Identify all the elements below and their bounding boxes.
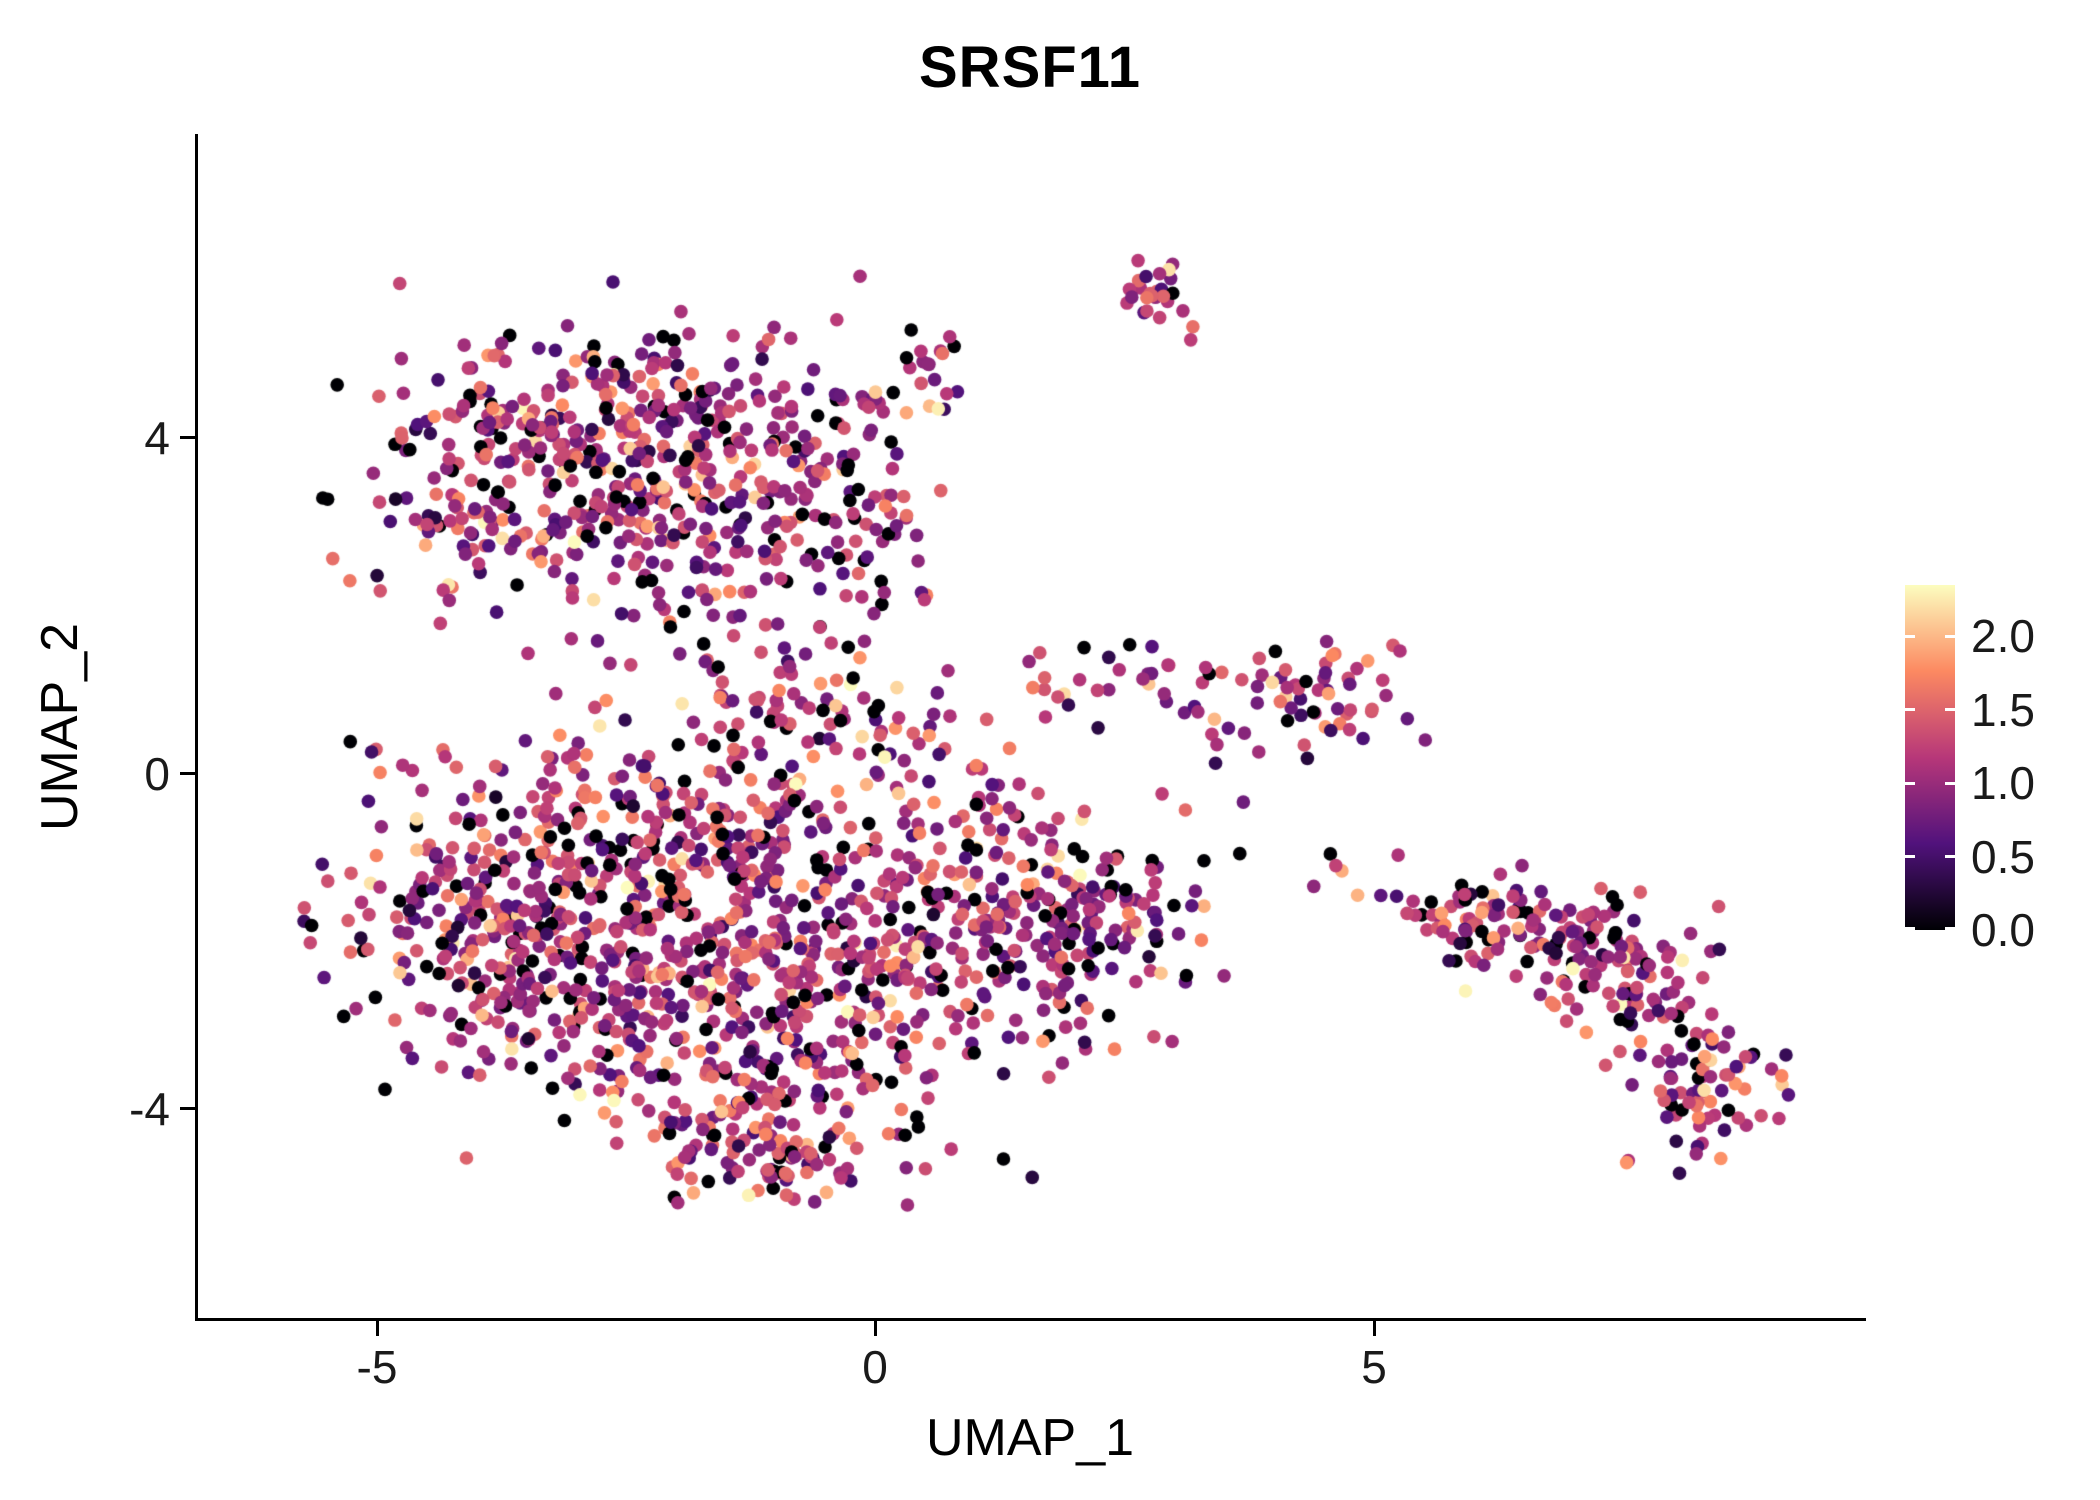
colorbar-tick-mark — [1945, 708, 1955, 712]
colorbar-tick-label: 1.0 — [1971, 757, 2035, 810]
colorbar-tick-label: 0.0 — [1971, 904, 2035, 956]
x-tick-label: 0 — [862, 1341, 888, 1393]
colorbar-tick-mark — [1945, 781, 1955, 785]
y-tick-label: -4 — [129, 1083, 170, 1135]
y-axis-title: UMAP_2 — [31, 622, 89, 832]
x-tick-label: 5 — [1361, 1341, 1387, 1393]
y-tick-mark — [180, 772, 195, 775]
y-axis-line — [195, 134, 198, 1321]
colorbar-tick-mark — [1905, 781, 1915, 785]
plot-title: SRSF11 — [919, 35, 1141, 100]
colorbar-tick-mark — [1905, 634, 1915, 638]
colorbar-tick-label: 2.0 — [1971, 610, 2035, 663]
y-tick-label: 4 — [144, 412, 170, 464]
colorbar-tick-mark — [1945, 927, 1955, 930]
x-axis-line — [195, 1318, 1866, 1321]
colorbar-tick-label: 0.5 — [1971, 830, 2035, 883]
x-axis-title: UMAP_1 — [925, 1409, 1135, 1467]
colorbar-legend: 2.0 1.5 1.0 0.5 0.0 — [1905, 585, 2100, 953]
colorbar-tick-mark — [1905, 927, 1915, 930]
colorbar-gradient — [1905, 585, 1955, 930]
x-tick-mark — [1373, 1321, 1376, 1336]
y-tick-mark — [180, 436, 195, 439]
colorbar-tick-label: 1.5 — [1971, 683, 2035, 736]
y-tick-label: 0 — [144, 748, 170, 800]
colorbar-tick-mark — [1905, 708, 1915, 712]
x-tick-mark — [376, 1321, 379, 1336]
colorbar-tick-mark — [1905, 855, 1915, 859]
y-tick-mark — [180, 1107, 195, 1110]
x-tick-label: -5 — [356, 1341, 398, 1393]
x-tick-mark — [874, 1321, 877, 1336]
colorbar-tick-mark — [1945, 855, 1955, 859]
colorbar-tick-mark — [1945, 634, 1955, 638]
